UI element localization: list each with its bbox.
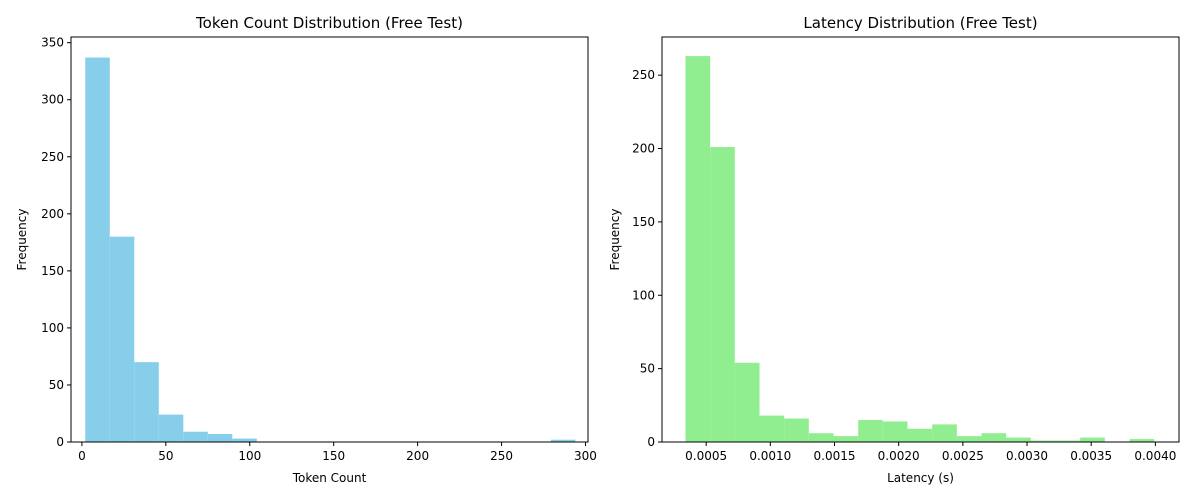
y-tick-label: 50 <box>640 362 655 376</box>
histogram-bar-1 <box>109 236 135 442</box>
histogram-bar-15 <box>1055 440 1081 442</box>
x-tick-label: 300 <box>574 449 597 463</box>
y-tick-label: 100 <box>632 288 655 302</box>
histogram-bar-5 <box>808 433 834 442</box>
y-tick-label: 250 <box>41 150 64 164</box>
y-tick-label: 300 <box>41 93 64 107</box>
token-count-histogram: Token Count Distribution (Free Test) 0 50… <box>15 14 597 485</box>
histogram-bar-4 <box>183 431 208 442</box>
histogram-bar-8 <box>882 421 908 442</box>
histogram-bar-0 <box>85 57 110 442</box>
x-tick-label: 0.0005 <box>685 449 727 463</box>
x-tick-label: 200 <box>406 449 429 463</box>
y-tick-label: 50 <box>49 378 64 392</box>
y-tick-label: 150 <box>41 264 64 278</box>
histogram-bar-1 <box>710 147 735 443</box>
y-axis-ticks: 0 50 100 150 200 250 <box>632 68 662 449</box>
histogram-bar-18 <box>1129 439 1155 442</box>
x-tick-label: 0.0010 <box>749 449 791 463</box>
y-axis-label: Frequency <box>608 209 622 271</box>
x-tick-label: 0.0025 <box>942 449 984 463</box>
y-tick-label: 250 <box>632 68 655 82</box>
x-tick-label: 100 <box>238 449 261 463</box>
y-tick-label: 100 <box>41 321 64 335</box>
histogram-bar-5 <box>207 434 233 442</box>
x-tick-label: 0 <box>78 449 86 463</box>
histogram-bar-0 <box>685 56 711 442</box>
histogram-bar-3 <box>158 414 184 442</box>
y-axis-ticks: 0 50 100 150 200 250 300 350 <box>41 36 71 449</box>
x-tick-label: 150 <box>322 449 345 463</box>
chart-title: Latency Distribution (Free Test) <box>803 14 1037 32</box>
y-tick-label: 200 <box>632 142 655 156</box>
y-axis-label: Frequency <box>15 209 29 271</box>
histogram-bar-10 <box>932 424 957 442</box>
chart-title: Token Count Distribution (Free Test) <box>195 14 463 32</box>
plot-frame <box>70 36 589 443</box>
x-axis-label: Token Count <box>292 471 367 485</box>
y-tick-label: 150 <box>632 215 655 229</box>
histogram-bar-6 <box>833 436 859 442</box>
histogram-bar-2 <box>734 362 760 442</box>
x-tick-label: 250 <box>490 449 513 463</box>
latency-histogram: Latency Distribution (Free Test) 0.0005 0… <box>608 14 1180 485</box>
x-axis-ticks: 0 50 100 150 200 250 300 <box>78 442 597 463</box>
histogram-bar-2 <box>134 362 159 442</box>
x-tick-label: 0.0015 <box>814 449 856 463</box>
histogram-bar-7 <box>858 419 883 442</box>
x-tick-label: 50 <box>158 449 173 463</box>
histogram-bar-12 <box>981 433 1007 442</box>
y-tick-label: 0 <box>56 435 64 449</box>
histogram-bar-14 <box>1030 440 1056 442</box>
histogram-bar-3 <box>759 415 785 442</box>
histogram-bar-11 <box>956 436 982 442</box>
x-tick-label: 0.0030 <box>1006 449 1048 463</box>
y-tick-label: 0 <box>647 435 655 449</box>
x-tick-label: 0.0020 <box>878 449 920 463</box>
histogram-bar-13 <box>1006 437 1031 442</box>
histogram-bar-6 <box>232 438 257 442</box>
plot-frame <box>661 36 1180 443</box>
x-axis-label: Latency (s) <box>887 471 954 485</box>
histogram-bar-16 <box>1080 437 1105 442</box>
y-tick-label: 200 <box>41 207 64 221</box>
x-tick-label: 0.0035 <box>1070 449 1112 463</box>
x-tick-label: 0.0040 <box>1134 449 1176 463</box>
histogram-bars <box>685 56 1155 443</box>
histogram-bar-9 <box>907 428 933 442</box>
x-axis-ticks: 0.0005 0.0010 0.0015 0.0020 0.0025 0.0030 0.00… <box>685 442 1176 463</box>
histogram-bar-4 <box>784 418 809 442</box>
histogram-bar-19 <box>550 439 576 442</box>
histogram-bars <box>85 57 576 442</box>
y-tick-label: 350 <box>41 36 64 50</box>
